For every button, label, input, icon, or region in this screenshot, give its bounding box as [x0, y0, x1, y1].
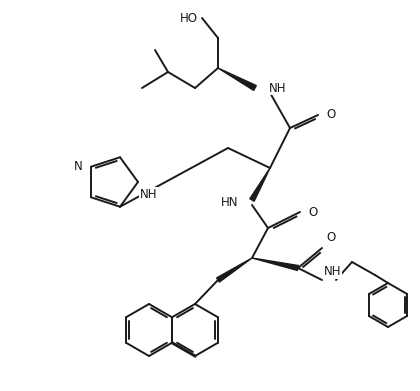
Text: N: N	[74, 160, 83, 173]
Polygon shape	[217, 258, 252, 282]
Text: NH: NH	[324, 265, 341, 278]
Polygon shape	[250, 168, 270, 201]
Text: HO: HO	[180, 11, 198, 25]
Text: HN: HN	[220, 196, 238, 208]
Polygon shape	[252, 258, 299, 271]
Text: O: O	[326, 231, 335, 244]
Text: NH: NH	[140, 188, 158, 201]
Text: NH: NH	[269, 81, 286, 95]
Text: O: O	[326, 108, 335, 122]
Text: O: O	[308, 206, 317, 219]
Polygon shape	[218, 68, 256, 90]
